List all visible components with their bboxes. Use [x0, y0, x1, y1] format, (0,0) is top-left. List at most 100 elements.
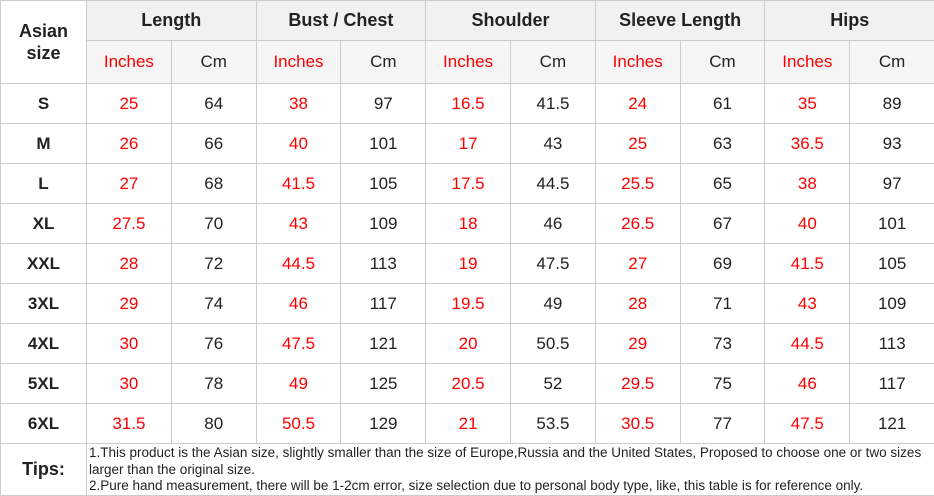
- measurement-value: 71: [680, 284, 765, 324]
- measurement-value: 50.5: [511, 324, 596, 364]
- measurement-value: 97: [850, 164, 934, 204]
- measurement-value: 43: [511, 124, 596, 164]
- measurement-value: 97: [341, 84, 426, 124]
- size-label: 5XL: [1, 364, 87, 404]
- measurement-value: 52: [511, 364, 596, 404]
- column-group-header: Length: [87, 1, 257, 41]
- measurement-value: 121: [341, 324, 426, 364]
- tips-label: Tips:: [1, 444, 87, 496]
- size-label: XL: [1, 204, 87, 244]
- measurement-value: 68: [171, 164, 256, 204]
- measurement-value: 31.5: [87, 404, 172, 444]
- measurement-value: 117: [341, 284, 426, 324]
- measurement-value: 61: [680, 84, 765, 124]
- size-label: XXL: [1, 244, 87, 284]
- measurement-value: 30: [87, 364, 172, 404]
- measurement-value: 29: [87, 284, 172, 324]
- measurement-value: 63: [680, 124, 765, 164]
- measurement-value: 35: [765, 84, 850, 124]
- measurement-value: 101: [850, 204, 934, 244]
- measurement-value: 38: [256, 84, 341, 124]
- measurement-value: 121: [850, 404, 934, 444]
- measurement-value: 105: [341, 164, 426, 204]
- measurement-value: 28: [87, 244, 172, 284]
- tips-text: 1.This product is the Asian size, slight…: [87, 444, 934, 496]
- measurement-value: 28: [595, 284, 680, 324]
- measurement-value: 44.5: [765, 324, 850, 364]
- measurement-value: 69: [680, 244, 765, 284]
- measurement-value: 40: [256, 124, 341, 164]
- measurement-value: 49: [256, 364, 341, 404]
- measurement-value: 105: [850, 244, 934, 284]
- column-group-header: Shoulder: [426, 1, 596, 41]
- size-label: L: [1, 164, 87, 204]
- unit-header-inches: Inches: [256, 41, 341, 84]
- measurement-value: 19: [426, 244, 511, 284]
- size-table-footer: Tips: 1.This product is the Asian size, …: [1, 444, 934, 496]
- measurement-value: 75: [680, 364, 765, 404]
- measurement-value: 25: [87, 84, 172, 124]
- measurement-value: 27.5: [87, 204, 172, 244]
- measurement-value: 47.5: [511, 244, 596, 284]
- measurement-value: 43: [765, 284, 850, 324]
- measurement-value: 53.5: [511, 404, 596, 444]
- measurement-value: 29.5: [595, 364, 680, 404]
- measurement-value: 38: [765, 164, 850, 204]
- measurement-value: 72: [171, 244, 256, 284]
- measurement-value: 26.5: [595, 204, 680, 244]
- size-label: 3XL: [1, 284, 87, 324]
- unit-header-inches: Inches: [595, 41, 680, 84]
- measurement-value: 43: [256, 204, 341, 244]
- measurement-value: 74: [171, 284, 256, 324]
- measurement-value: 16.5: [426, 84, 511, 124]
- measurement-value: 30: [87, 324, 172, 364]
- measurement-value: 125: [341, 364, 426, 404]
- measurement-value: 47.5: [256, 324, 341, 364]
- measurement-value: 129: [341, 404, 426, 444]
- tips-line-1: 1.This product is the Asian size, slight…: [89, 445, 932, 478]
- corner-header-asian-size: Asian size: [1, 1, 87, 84]
- measurement-value: 44.5: [511, 164, 596, 204]
- measurement-value: 40: [765, 204, 850, 244]
- column-group-header: Bust / Chest: [256, 1, 426, 41]
- unit-header-cm: Cm: [680, 41, 765, 84]
- unit-header-inches: Inches: [765, 41, 850, 84]
- measurement-value: 46: [765, 364, 850, 404]
- measurement-value: 17: [426, 124, 511, 164]
- measurement-value: 117: [850, 364, 934, 404]
- measurement-value: 29: [595, 324, 680, 364]
- measurement-value: 113: [341, 244, 426, 284]
- measurement-value: 26: [87, 124, 172, 164]
- measurement-value: 27: [87, 164, 172, 204]
- measurement-value: 78: [171, 364, 256, 404]
- measurement-value: 101: [341, 124, 426, 164]
- measurement-value: 20: [426, 324, 511, 364]
- measurement-value: 65: [680, 164, 765, 204]
- unit-header-cm: Cm: [341, 41, 426, 84]
- measurement-value: 44.5: [256, 244, 341, 284]
- measurement-value: 46: [511, 204, 596, 244]
- measurement-value: 21: [426, 404, 511, 444]
- measurement-value: 41.5: [765, 244, 850, 284]
- measurement-value: 47.5: [765, 404, 850, 444]
- tips-row: Tips: 1.This product is the Asian size, …: [1, 444, 934, 496]
- measurement-value: 64: [171, 84, 256, 124]
- measurement-value: 36.5: [765, 124, 850, 164]
- unit-header-cm: Cm: [850, 41, 934, 84]
- size-label: M: [1, 124, 87, 164]
- measurement-value: 89: [850, 84, 934, 124]
- measurement-value: 73: [680, 324, 765, 364]
- measurement-value: 67: [680, 204, 765, 244]
- column-group-header: Hips: [765, 1, 934, 41]
